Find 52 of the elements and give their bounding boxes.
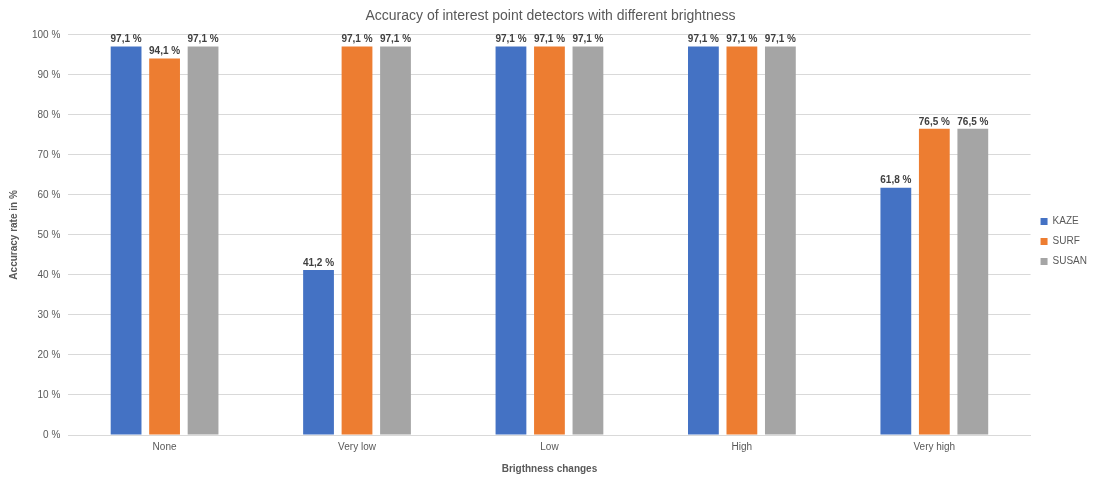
y-tick-label: 70 % bbox=[37, 148, 61, 160]
legend-label: KAZE bbox=[1052, 215, 1079, 227]
bar bbox=[149, 58, 180, 435]
bar bbox=[880, 187, 912, 435]
legend-label: SUSAN bbox=[1052, 255, 1087, 267]
bar bbox=[726, 46, 758, 435]
y-tick-label: 90 % bbox=[37, 68, 61, 80]
bar bbox=[110, 46, 142, 435]
x-tick-label: Very low bbox=[338, 440, 377, 452]
data-label: 97,1 % bbox=[495, 33, 527, 45]
y-tick-label: 0 % bbox=[43, 428, 61, 440]
y-tick-label: 100 % bbox=[32, 28, 61, 40]
data-label: 97,1 % bbox=[110, 33, 142, 45]
bar bbox=[572, 46, 604, 435]
data-label: 61,8 % bbox=[880, 174, 912, 186]
bar bbox=[187, 46, 219, 435]
chart-title: Accuracy of interest point detectors with different brightness bbox=[365, 7, 736, 24]
data-label: 94,1 % bbox=[149, 45, 181, 57]
y-tick-label: 80 % bbox=[37, 108, 61, 120]
data-label: 97,1 % bbox=[341, 33, 373, 45]
data-label: 97,1 % bbox=[687, 33, 720, 45]
y-tick-label: 50 % bbox=[37, 228, 61, 240]
bar bbox=[534, 46, 565, 435]
data-label: 76,5 % bbox=[957, 115, 989, 127]
data-label: 97,1 % bbox=[764, 33, 797, 45]
bar bbox=[380, 46, 411, 435]
y-axis-title: Accuracy rate in % bbox=[7, 190, 19, 280]
data-label: 97,1 % bbox=[572, 33, 604, 45]
y-tick-label: 10 % bbox=[37, 388, 61, 400]
data-label: 76,5 % bbox=[918, 115, 950, 127]
bar bbox=[688, 46, 719, 435]
legend-label: SURF bbox=[1052, 235, 1080, 247]
bar bbox=[918, 128, 950, 435]
bar bbox=[764, 46, 796, 435]
x-tick-label: High bbox=[731, 440, 753, 452]
y-tick-label: 30 % bbox=[37, 308, 61, 320]
x-axis-title: Brigthness changes bbox=[501, 462, 598, 474]
data-label: 97,1 % bbox=[533, 33, 566, 45]
x-tick-label: Very high bbox=[913, 440, 956, 452]
bar bbox=[495, 46, 527, 435]
data-label: 97,1 % bbox=[187, 33, 219, 45]
data-label: 41,2 % bbox=[302, 256, 335, 268]
bar bbox=[303, 270, 334, 435]
x-tick-label: Low bbox=[540, 440, 560, 452]
y-tick-label: 60 % bbox=[37, 188, 61, 200]
data-label: 97,1 % bbox=[379, 33, 412, 45]
y-tick-label: 20 % bbox=[37, 348, 61, 360]
data-label: 97,1 % bbox=[726, 33, 758, 45]
x-tick-label: None bbox=[152, 440, 177, 452]
bar bbox=[957, 128, 989, 435]
bar bbox=[341, 46, 373, 435]
y-tick-label: 40 % bbox=[37, 268, 61, 280]
